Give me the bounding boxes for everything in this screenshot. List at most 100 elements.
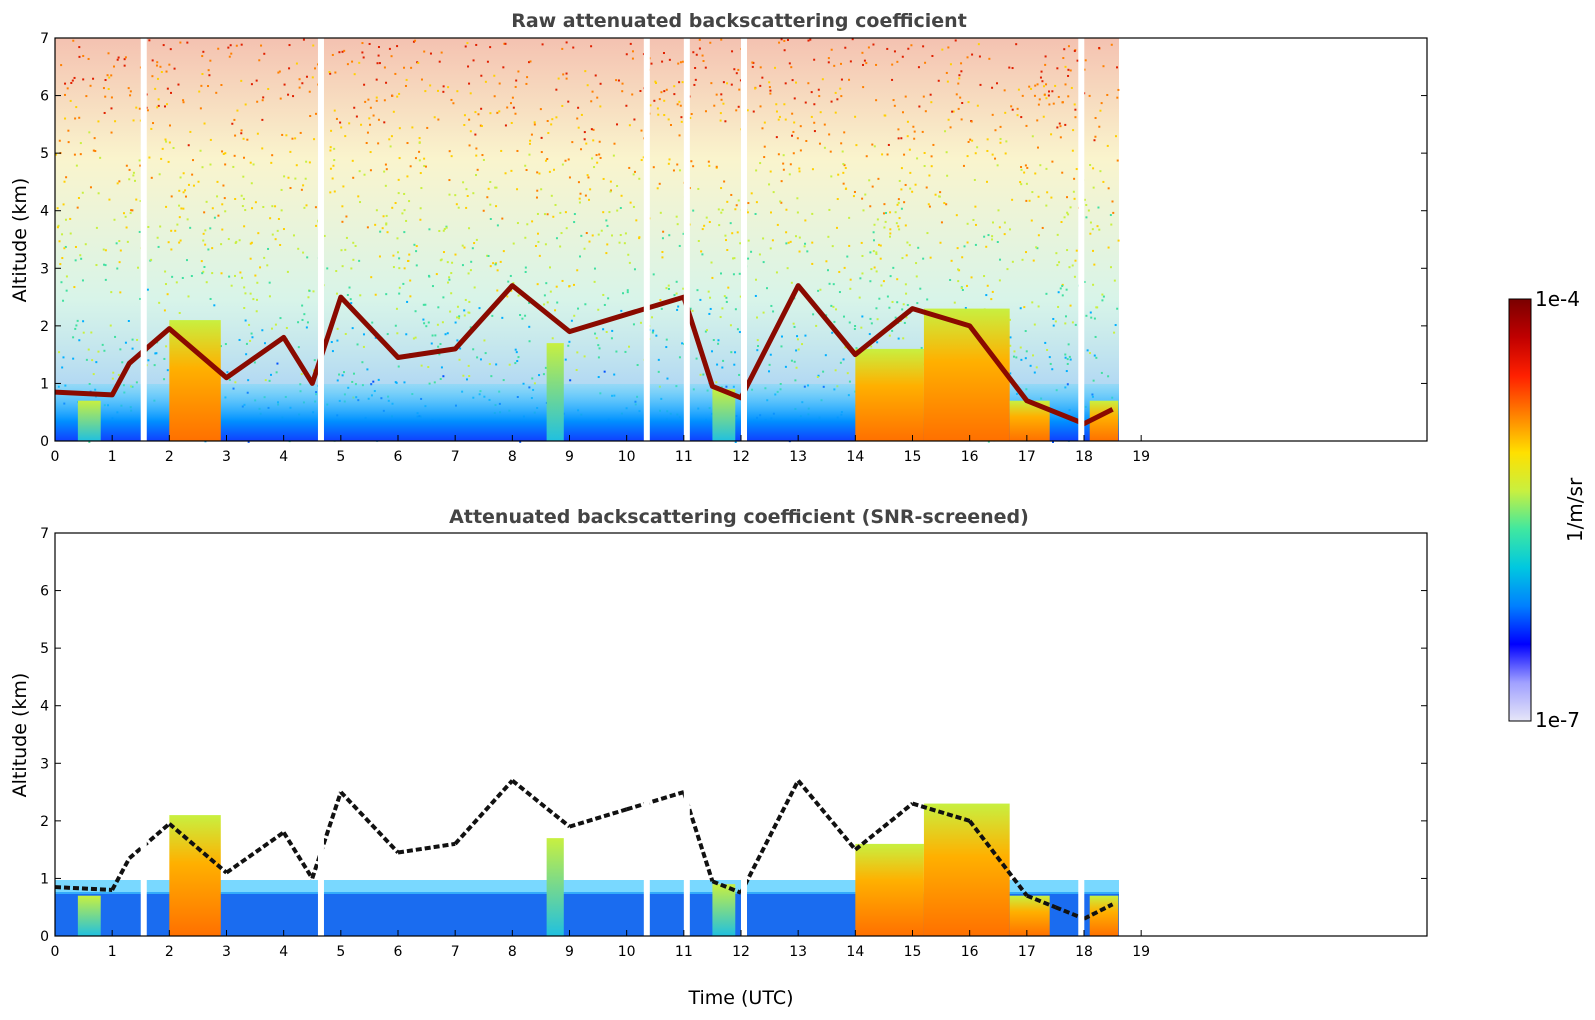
noise-dot [836, 198, 839, 201]
noise-dot [960, 62, 963, 65]
noise-dot [66, 87, 69, 90]
noise-dot [75, 106, 78, 109]
noise-dot [592, 128, 595, 131]
noise-dot [169, 48, 172, 51]
noise-dot [406, 142, 409, 145]
noise-dot [1017, 88, 1020, 91]
noise-dot [796, 197, 799, 200]
noise-dot [1083, 198, 1086, 201]
noise-dot [1089, 232, 1092, 235]
noise-dot [1106, 93, 1109, 96]
noise-dot [1026, 166, 1029, 169]
noise-dot [398, 127, 401, 130]
noise-dot [350, 267, 353, 270]
noise-dot [895, 222, 898, 225]
noise-dot [442, 251, 445, 254]
noise-dot [476, 168, 479, 171]
noise-dot [448, 179, 451, 182]
noise-dot [1044, 341, 1047, 344]
noise-dot [80, 257, 83, 260]
noise-dot [1083, 68, 1086, 71]
noise-dot [719, 119, 722, 122]
noise-dot [388, 47, 391, 50]
noise-dot [242, 175, 245, 178]
noise-dot [1116, 66, 1119, 69]
noise-dot [1061, 284, 1064, 287]
noise-dot [628, 124, 631, 127]
noise-dot [496, 224, 499, 227]
noise-dot [834, 91, 837, 94]
noise-dot [158, 173, 161, 176]
aerosol-plumes-snr [77, 803, 1119, 936]
noise-dot [56, 207, 59, 210]
noise-dot [738, 331, 741, 334]
noise-dot [392, 254, 395, 257]
noise-dot [147, 359, 150, 362]
noise-dot [849, 287, 852, 290]
noise-dot [224, 210, 227, 213]
noise-dot [352, 176, 355, 179]
noise-dot [720, 98, 723, 101]
noise-dot [205, 200, 208, 203]
noise-dot [109, 324, 112, 327]
noise-dot [1035, 366, 1038, 369]
noise-dot [561, 163, 564, 166]
noise-dot [667, 118, 670, 121]
noise-dot [308, 161, 311, 164]
noise-dot [336, 379, 339, 382]
noise-dot [737, 199, 740, 202]
noise-dot [396, 45, 399, 48]
noise-dot [960, 286, 963, 289]
noise-dot [289, 150, 292, 153]
noise-dot [996, 240, 999, 243]
noise-dot [106, 74, 109, 77]
noise-dot [868, 179, 871, 182]
noise-dot [249, 339, 252, 342]
noise-dot [473, 242, 476, 245]
noise-dot [60, 281, 63, 284]
noise-dot [470, 260, 473, 263]
noise-dot [782, 154, 785, 157]
noise-dot [986, 284, 989, 287]
noise-dot [531, 377, 534, 380]
noise-dot [114, 335, 117, 338]
cloud-segment [110, 857, 132, 891]
noise-dot [792, 152, 795, 155]
noise-dot [1117, 88, 1120, 91]
noise-dot [891, 63, 894, 66]
noise-dot [704, 110, 707, 113]
noise-dot [138, 230, 141, 233]
noise-dot [377, 54, 380, 57]
noise-dot [896, 203, 899, 206]
noise-dot [458, 317, 461, 320]
noise-dot [868, 333, 871, 336]
noise-dot [467, 272, 470, 275]
noise-dot [254, 201, 257, 204]
noise-dot [605, 330, 608, 333]
noise-dot [463, 124, 466, 127]
x-tick-label: 7 [451, 449, 460, 465]
noise-dot [782, 162, 785, 165]
noise-dot [1028, 85, 1031, 88]
noise-dot [465, 188, 468, 191]
noise-dot [821, 78, 824, 81]
noise-dot [456, 305, 459, 308]
noise-dot [442, 375, 445, 378]
cloud-segment [911, 801, 971, 823]
noise-dot [211, 247, 214, 250]
gap-stripe [140, 533, 147, 936]
noise-dot [667, 162, 670, 165]
noise-dot [660, 91, 663, 94]
noise-dot [816, 375, 819, 378]
noise-dot [356, 343, 359, 346]
panel-title-snr: Attenuated backscattering coefficient (S… [449, 506, 1029, 528]
noise-dot [202, 270, 205, 273]
noise-dot [1046, 348, 1049, 351]
noise-dot [1044, 63, 1047, 66]
noise-dot [887, 143, 890, 146]
noise-dot [151, 59, 154, 62]
noise-dot [1069, 206, 1072, 209]
noise-dot [509, 274, 512, 277]
noise-dot [1085, 204, 1088, 207]
noise-dot [922, 95, 925, 98]
